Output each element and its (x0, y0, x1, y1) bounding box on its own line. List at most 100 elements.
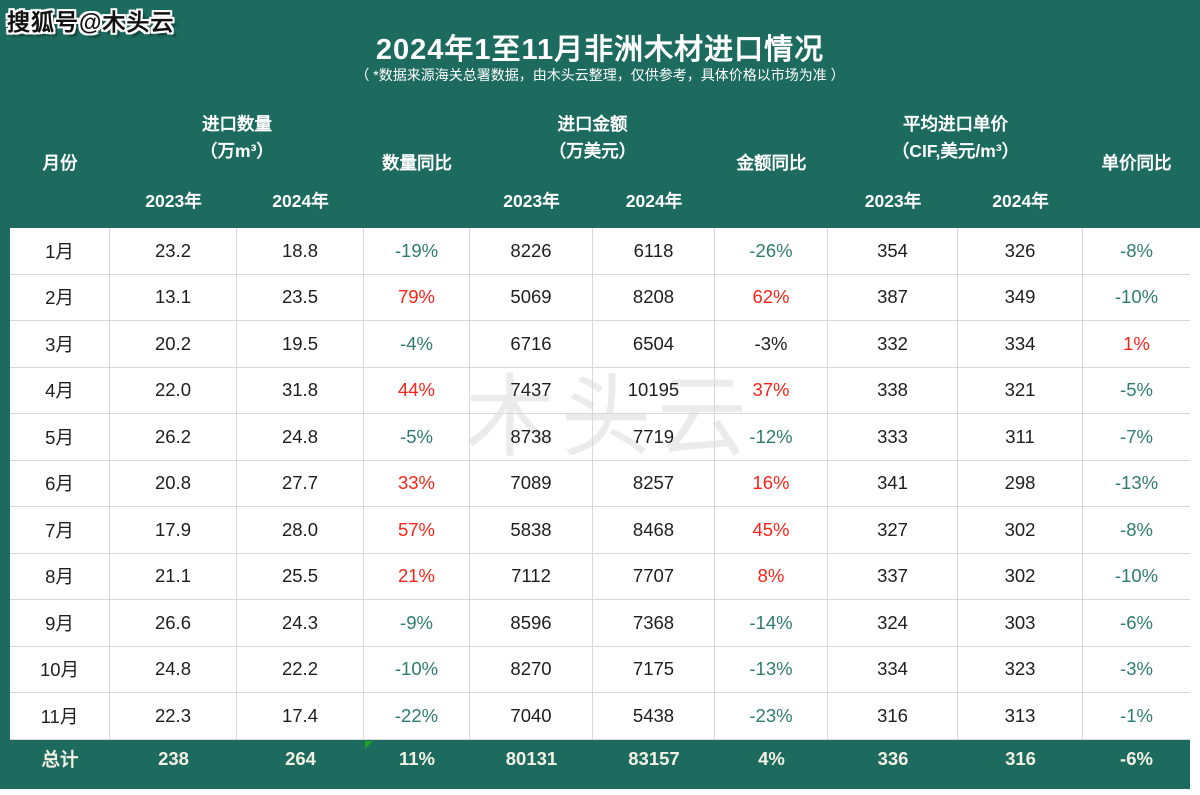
total-value: 238 (158, 748, 189, 769)
cell-value: 298 (958, 460, 1083, 506)
col-header-year-2023: 2023年 (145, 191, 202, 212)
cell-value: 349 (958, 274, 1083, 320)
cell-value: 13.1 (110, 274, 237, 320)
cell-yoy-value: -9% (364, 600, 470, 646)
cell-value: 8738 (470, 414, 593, 460)
col-header-year-2024: 2024年 (625, 191, 683, 212)
table-body: 木头云 1月 23.2 18.8 -19% 8226 6118 -26% 354 326 -8% 2… (10, 228, 1190, 740)
cell-yoy-value: -4% (364, 321, 470, 367)
total-value: 264 (285, 748, 316, 769)
cell-yoy-value: -19% (364, 228, 470, 274)
cell-value: 8257 (593, 460, 715, 506)
cell-value: 341 (828, 460, 958, 506)
cell-value: 8270 (470, 646, 593, 692)
page-title: 2024年1至11月非洲木材进口情况 (375, 34, 825, 66)
cell-value: 334 (958, 321, 1083, 367)
cell-yoy-value: -7% (1120, 425, 1153, 447)
import-table: 月份 进口数量 （万m³） 数量同比 进口金额 （万美元） 金额同比 平均进口单… (10, 100, 1190, 779)
cell-value: 8468 (593, 507, 715, 553)
cell-yoy-value: -10% (1114, 286, 1159, 308)
cell-yoy-value: -1% (1120, 704, 1153, 726)
cell-value: 22.3 (110, 693, 237, 739)
cell-month: 10月 (10, 646, 110, 692)
cell-value: 321 (958, 367, 1083, 413)
col-header-amount-group: 进口金额 （万美元） (470, 100, 715, 176)
cell-yoy-value: 16% (715, 460, 828, 506)
cell-value: 323 (958, 646, 1083, 692)
cell-value: 26.2 (110, 414, 237, 460)
group-label-line1: 平均进口单价 (903, 113, 1008, 134)
cell-month: 3月 (10, 321, 110, 367)
cell-yoy-value: -23% (715, 693, 828, 739)
cell-yoy-value: 37% (715, 367, 828, 413)
table-row: 9月 26.6 24.3 -9% 8596 7368 -14% 324 303 -6% (10, 600, 1190, 647)
cell-value: 338 (828, 367, 958, 413)
cell-value: 22.2 (237, 646, 364, 692)
table-row: 7月 17.9 28.0 57% 5838 8468 45% 327 302 -8% (10, 507, 1190, 554)
total-value: 11% (398, 748, 435, 769)
cell-value: 6118 (593, 228, 715, 274)
cell-month: 4月 (10, 367, 110, 413)
cell-value: 19.5 (237, 321, 364, 367)
cell-value: 327 (828, 507, 958, 553)
group-label-line2: （CIF,美元/m³） (891, 141, 1020, 161)
table-row: 1月 23.2 18.8 -19% 8226 6118 -26% 354 326 -8% (10, 228, 1190, 275)
cell-value: 7089 (470, 460, 593, 506)
right-margin (1190, 228, 1200, 795)
cell-value: 5069 (470, 274, 593, 320)
cell-value: 18.8 (237, 228, 364, 274)
cell-yoy-value: -14% (715, 600, 828, 646)
cell-value: 23.2 (110, 228, 237, 274)
cell-yoy-value: -3% (1120, 658, 1153, 680)
group-label-line1: 进口金额 (557, 113, 628, 134)
cell-value: 387 (828, 274, 958, 320)
col-header-price-yoy: 单价同比 (1101, 153, 1172, 174)
page-subtitle: （ *数据来源海关总署数据，由木头云整理，仅供参考，具体价格以市场为准 ） (355, 67, 845, 83)
cell-yoy-value: 45% (715, 507, 828, 553)
cell-value: 6716 (470, 321, 593, 367)
table-row: 3月 20.2 19.5 -4% 6716 6504 -3% 332 334 1% (10, 321, 1190, 368)
cell-value: 316 (828, 693, 958, 739)
col-header-price-group: 平均进口单价 （CIF,美元/m³） (828, 100, 1083, 176)
cell-yoy-value: -5% (364, 414, 470, 460)
cell-value: 324 (828, 600, 958, 646)
sohu-account-badge: 搜狐号@木头云 (7, 9, 175, 35)
cell-yoy-value: 33% (364, 460, 470, 506)
table-row: 4月 22.0 31.8 44% 7437 10195 37% 338 321 -5% (10, 367, 1190, 414)
cell-yoy-value: 44% (364, 367, 470, 413)
cell-value: 28.0 (237, 507, 364, 553)
cell-value: 5438 (593, 693, 715, 739)
cell-month: 2月 (10, 274, 110, 320)
cell-value: 354 (828, 228, 958, 274)
total-value: 4% (758, 748, 785, 769)
cell-month: 9月 (10, 600, 110, 646)
cell-yoy-value: -13% (1114, 472, 1159, 494)
group-label-line2: （万m³） (200, 141, 274, 161)
cell-value: 337 (828, 553, 958, 599)
cell-value: 27.7 (237, 460, 364, 506)
col-header-quantity-group: 进口数量 （万m³） (110, 100, 364, 176)
cell-yoy-value: -8% (1120, 239, 1153, 261)
group-label-line1: 进口数量 (202, 113, 272, 134)
cell-value: 7707 (593, 553, 715, 599)
cell-yoy-value: -13% (715, 646, 828, 692)
table-row: 10月 24.8 22.2 -10% 8270 7175 -13% 334 323 -3% (10, 646, 1190, 693)
total-label: 总计 (41, 749, 79, 770)
table-row: 8月 21.1 25.5 21% 7112 7707 8% 337 302 -10% (10, 553, 1190, 600)
table-row: 6月 20.8 27.7 33% 7089 8257 16% 341 298 -13% (10, 460, 1190, 507)
cell-value: 20.2 (110, 321, 237, 367)
cell-value: 313 (958, 693, 1083, 739)
cell-yoy-value: -6% (1120, 611, 1153, 633)
cell-yoy-value: -3% (715, 321, 828, 367)
table-header: 月份 进口数量 （万m³） 数量同比 进口金额 （万美元） 金额同比 平均进口单… (10, 100, 1190, 228)
cell-value: 7719 (593, 414, 715, 460)
cell-yoy-value: 1% (1123, 332, 1150, 354)
cell-yoy-value: 57% (364, 507, 470, 553)
col-header-year-2024: 2024年 (272, 191, 329, 212)
cell-value: 302 (958, 553, 1083, 599)
cell-value: 332 (828, 321, 958, 367)
cell-value: 17.9 (110, 507, 237, 553)
cell-value: 333 (828, 414, 958, 460)
cell-value: 23.5 (237, 274, 364, 320)
cell-value: 7112 (470, 553, 593, 599)
